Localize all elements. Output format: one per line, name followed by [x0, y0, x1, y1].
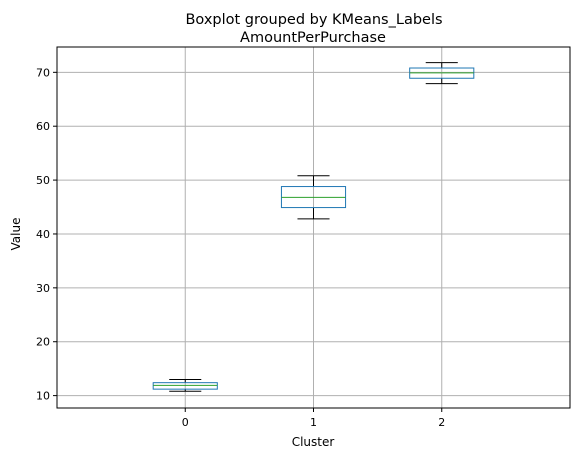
y-tick-label: 10 [36, 390, 50, 403]
y-tick-label: 30 [36, 282, 50, 295]
y-tick-label: 20 [36, 336, 50, 349]
iqr-box [152, 382, 218, 390]
box-cluster-0 [152, 378, 218, 392]
y-tick-label: 40 [36, 228, 50, 241]
x-tick-label: 2 [438, 416, 445, 429]
y-axis-label: Value [9, 218, 23, 251]
axis-ticks: 10 20 30 40 50 60 70 0 1 2 [36, 66, 445, 429]
box-cluster-2 [409, 62, 475, 85]
boxes [152, 62, 475, 392]
chart-suptitle: Boxplot grouped by KMeans_Labels [185, 12, 442, 28]
x-tick-label: 1 [310, 416, 317, 429]
box-cluster-1 [280, 175, 347, 220]
y-tick-label: 70 [36, 66, 50, 79]
x-axis-label: Cluster [292, 435, 335, 449]
x-tick-label: 0 [182, 416, 189, 429]
chart-title: AmountPerPurchase [240, 30, 386, 46]
y-tick-label: 50 [36, 174, 50, 187]
y-tick-label: 60 [36, 120, 50, 133]
